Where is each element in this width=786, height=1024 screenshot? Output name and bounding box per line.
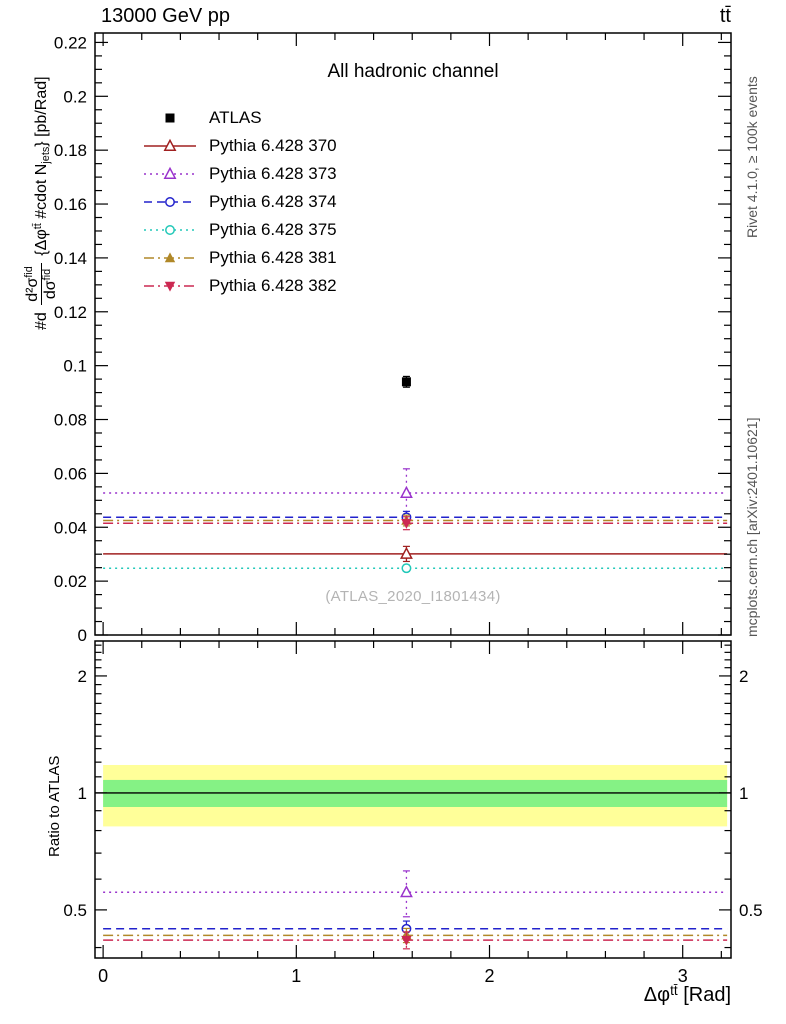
main-y-axis-label: #d d²σfid dσfid {Δφtt̄ #cdot Njets} [pb/… <box>23 76 60 330</box>
ratio-y-axis-label: Ratio to ATLAS <box>46 755 63 857</box>
legend-label-pythia-374: Pythia 6.428 374 <box>209 192 337 211</box>
series <box>103 375 728 950</box>
beam-energy-title: 13000 GeV pp <box>101 5 230 27</box>
ylabel-open: {Δφ <box>33 229 50 261</box>
tick-label: 1 <box>291 966 301 986</box>
pythia-381-line-icon <box>144 252 196 263</box>
legend-label-pythia-382: Pythia 6.428 382 <box>209 276 337 295</box>
ylabel-fraction-denominator: dσfid <box>41 266 60 302</box>
rivet-version-note: Rivet 4.1.0, ≥ 100k events <box>744 76 760 238</box>
ylabel-sub: jets <box>40 146 53 164</box>
tick-label: 0.04 <box>54 518 87 537</box>
pythia-374-line-icon <box>144 197 196 207</box>
tick-label: 0.02 <box>54 572 87 591</box>
tick-label: 0 <box>78 626 87 645</box>
legend-item-pythia-374: Pythia 6.428 374 <box>142 188 337 216</box>
process-title: tt̄ <box>719 5 731 27</box>
ylabel-den-base: dσ <box>42 280 60 300</box>
xlabel-sup: tt̄ <box>670 982 678 998</box>
tick-label: 2 <box>739 667 748 686</box>
pythia-373-line-icon <box>144 166 196 179</box>
legend-label-pythia-381: Pythia 6.428 381 <box>209 248 337 267</box>
ylabel-fraction: d²σfid dσfid <box>23 263 60 305</box>
tick-label: 0.14 <box>54 249 87 268</box>
legend-item-pythia-373: Pythia 6.428 373 <box>142 160 337 188</box>
observable-title: All hadronic channel <box>327 61 499 82</box>
pythia-370-line-icon <box>144 138 196 151</box>
ylabel-num-sup: fid <box>23 266 36 278</box>
axes: 0 0.02 0.04 0.06 0.08 0.1 0.12 0.14 0.16 0.18 0.2 0… <box>54 32 763 986</box>
tick-label: 2 <box>78 667 87 686</box>
tick-label: 1 <box>739 784 748 803</box>
xlabel-unit: [Rad] <box>677 984 731 1006</box>
analysis-id-watermark: (ATLAS_2020_I1801434) <box>325 588 501 605</box>
tick-label: 0.12 <box>54 303 87 322</box>
ylabel-sup: tt̄ <box>32 223 45 230</box>
pythia-375-line-icon <box>144 225 196 235</box>
tick-label: 0.2 <box>63 87 87 106</box>
legend-label-pythia-370: Pythia 6.428 370 <box>209 136 337 155</box>
tick-label: 1 <box>78 784 87 803</box>
pythia-382-line-icon <box>144 281 196 292</box>
legend-label-pythia-375: Pythia 6.428 375 <box>209 220 337 239</box>
ratio-uncertainty-bands <box>95 764 731 827</box>
tick-label: 0.06 <box>54 464 87 483</box>
legend-item-pythia-370: Pythia 6.428 370 <box>142 132 337 160</box>
tick-label: 0.22 <box>54 33 87 52</box>
ylabel-den-sup: fid <box>41 268 54 281</box>
legend-item-atlas: ATLAS <box>142 104 337 132</box>
legend-item-pythia-381: Pythia 6.428 381 <box>142 244 337 272</box>
ylabel-prefix: #d <box>33 312 50 330</box>
ylabel-close: } [pb/Rad] <box>33 76 50 147</box>
tick-label: 0.16 <box>54 195 87 214</box>
legend-label-atlas: ATLAS <box>209 108 262 127</box>
legend-label-pythia-373: Pythia 6.428 373 <box>209 164 337 183</box>
atlas-marker-icon <box>165 113 175 123</box>
tick-label: 0.5 <box>739 901 763 920</box>
ylabel-fraction-numerator: d²σfid <box>23 263 43 305</box>
legend-item-pythia-375: Pythia 6.428 375 <box>142 216 337 244</box>
tick-label: 2 <box>484 966 494 986</box>
tick-label: 0.08 <box>54 411 87 430</box>
ylabel-num-base: d²σ <box>24 277 41 302</box>
x-axis-label: Δφtt̄ [Rad] <box>644 984 731 1007</box>
tick-label: 3 <box>678 966 688 986</box>
xlabel-base: Δφ <box>643 984 671 1006</box>
legend-item-pythia-382: Pythia 6.428 382 <box>142 272 337 300</box>
tick-label: 0 <box>98 966 108 986</box>
mcplots-reference-note: mcplots.cern.ch [arXiv:2401.10621] <box>744 417 760 637</box>
ylabel-mid: #cdot N <box>33 163 50 224</box>
tick-label: 0.18 <box>54 141 87 160</box>
tick-label: 0.1 <box>63 357 87 376</box>
tick-label: 0.5 <box>63 901 87 920</box>
legend: ATLAS Pythia 6.428 370 Pythia 6.428 373 … <box>142 104 337 300</box>
